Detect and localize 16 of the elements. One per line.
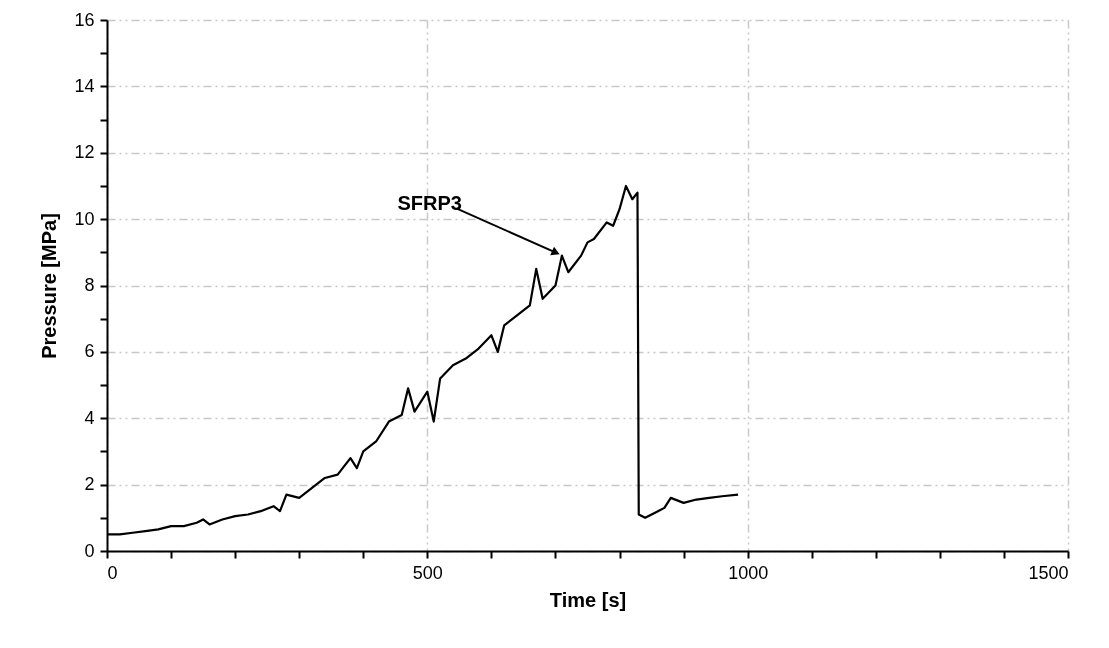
y-tick-label: 14 bbox=[74, 75, 95, 96]
x-tick-label: 0 bbox=[107, 562, 118, 583]
y-tick-label: 16 bbox=[74, 9, 95, 30]
y-tick-label: 0 bbox=[84, 540, 95, 561]
y-tick-label: 4 bbox=[84, 407, 95, 428]
y-tick-label: 6 bbox=[84, 341, 95, 362]
x-tick-label: 1500 bbox=[1028, 562, 1069, 583]
x-axis-title: Time [s] bbox=[549, 588, 627, 611]
annotation: SFRP3 bbox=[397, 191, 462, 214]
y-axis-title: Pressure [MPa] bbox=[38, 213, 61, 359]
y-tick-label: 8 bbox=[84, 275, 95, 295]
y-tick-label: 12 bbox=[74, 142, 95, 163]
x-tick-label: 500 bbox=[412, 562, 443, 583]
x-tick-label: 1000 bbox=[728, 562, 769, 583]
y-tick-label: 10 bbox=[74, 208, 95, 229]
y-tick-label: 2 bbox=[84, 474, 95, 495]
